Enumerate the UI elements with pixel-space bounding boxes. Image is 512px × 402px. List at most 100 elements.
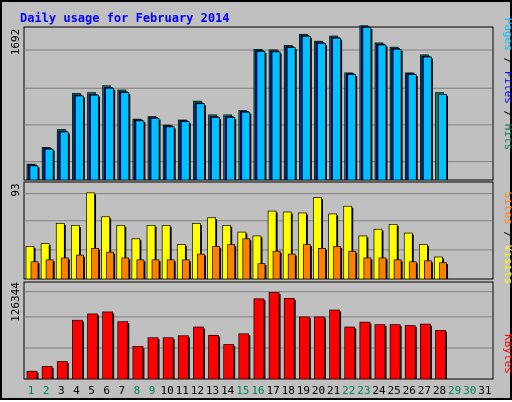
y-tick-visits: 93 [9, 183, 22, 196]
bar-sites-day-18 [287, 253, 296, 280]
x-tick-day-27: 27 [418, 384, 431, 397]
bar-kbytes-day-20 [314, 316, 325, 380]
bar-sites-day-6 [106, 251, 115, 280]
x-tick-day-2: 2 [43, 384, 50, 397]
bar-sites-day-10 [166, 259, 175, 280]
bar-kbytes-day-19 [298, 316, 310, 380]
y-label-pages-files-hits-part-1: Pages [502, 18, 512, 51]
bar-pages-day-11 [180, 121, 190, 181]
x-tick-day-23: 23 [357, 384, 370, 397]
bar-pages-day-22 [347, 74, 357, 181]
bar-kbytes-day-12 [193, 326, 204, 380]
bar-visits-day-4 [71, 225, 80, 280]
y-label-sites-visits: Sites / Visits [502, 192, 512, 285]
bar-sites-day-21 [333, 246, 341, 280]
bar-visits-day-9 [146, 225, 156, 280]
y-tick-hits: 1692 [9, 29, 22, 56]
x-tick-day-19: 19 [297, 384, 310, 397]
bar-sites-day-27 [424, 260, 432, 280]
bar-kbytes-day-3 [56, 361, 68, 380]
bar-kbytes-day-28 [435, 330, 446, 380]
bar-kbytes-day-21 [329, 309, 340, 380]
bar-pages-day-24 [377, 44, 387, 181]
bar-visits-day-7 [116, 225, 126, 280]
bar-kbytes-day-27 [420, 323, 431, 380]
bar-visits-day-12 [192, 223, 201, 280]
bar-sites-day-4 [76, 254, 84, 280]
y-label-kbytes: KBytes [502, 334, 512, 374]
bar-pages-day-12 [196, 103, 205, 181]
x-tick-day-8: 8 [134, 384, 141, 397]
bar-sites-day-12 [197, 253, 205, 280]
bar-kbytes-day-14 [223, 344, 235, 380]
bar-pages-day-13 [211, 117, 220, 181]
bar-kbytes-day-2 [41, 366, 53, 380]
bar-kbytes-day-10 [162, 337, 174, 380]
x-tick-day-10: 10 [161, 384, 174, 397]
x-tick-day-18: 18 [282, 384, 295, 397]
y-label-sites-visits-part-1: Sites [502, 192, 512, 225]
bar-kbytes-day-16 [253, 298, 265, 380]
x-tick-day-22: 22 [342, 384, 355, 397]
bar-kbytes-day-7 [117, 321, 129, 380]
bar-visits-day-26 [403, 232, 413, 280]
bar-sites-day-7 [121, 257, 130, 280]
bar-kbytes-day-24 [374, 324, 386, 380]
bar-sites-day-5 [91, 248, 99, 280]
x-tick-day-28: 28 [433, 384, 446, 397]
bar-visits-day-23 [358, 235, 368, 280]
bar-sites-day-9 [151, 259, 160, 280]
x-tick-day-13: 13 [206, 384, 219, 397]
bar-kbytes-day-4 [72, 319, 83, 380]
bar-kbytes-day-6 [102, 311, 114, 380]
bar-sites-day-8 [136, 259, 145, 280]
y-label-kbytes-part-1: KBytes [502, 334, 512, 374]
bar-sites-day-15 [242, 238, 251, 280]
bar-sites-day-16 [257, 263, 266, 280]
x-tick-day-31: 31 [478, 384, 491, 397]
y-label-pages-files-hits-part-3: Hits [502, 124, 512, 151]
bar-sites-day-13 [212, 246, 220, 280]
bar-sites-day-26 [408, 261, 417, 280]
bar-pages-day-26 [407, 74, 417, 181]
x-tick-day-9: 9 [149, 384, 156, 397]
bar-pages-day-18 [286, 47, 296, 181]
y-label-pages-files-hits: Pages / Files / Hits [502, 18, 512, 151]
bar-sites-day-11 [181, 259, 190, 280]
bar-pages-day-14 [226, 117, 236, 181]
x-tick-day-20: 20 [312, 384, 325, 397]
bar-pages-day-7 [120, 92, 130, 181]
x-tick-day-5: 5 [88, 384, 95, 397]
bar-kbytes-day-18 [283, 298, 295, 380]
bar-visits-day-25 [388, 224, 398, 280]
x-tick-day-14: 14 [221, 384, 235, 397]
x-tick-day-17: 17 [266, 384, 279, 397]
bar-sites-day-14 [227, 244, 236, 280]
bar-pages-day-1 [29, 165, 39, 181]
bar-kbytes-day-23 [359, 321, 371, 380]
x-tick-day-26: 26 [403, 384, 416, 397]
bar-visits-day-24 [373, 228, 383, 280]
bar-pages-day-17 [271, 51, 281, 181]
bar-pages-day-10 [165, 126, 175, 181]
bar-kbytes-day-1 [26, 370, 38, 380]
bar-visits-day-16 [252, 235, 262, 280]
bar-visits-day-5 [86, 192, 95, 280]
x-tick-day-3: 3 [58, 384, 65, 397]
bar-sites-day-1 [30, 261, 39, 280]
bar-pages-day-20 [317, 42, 326, 181]
bar-sites-day-19 [302, 244, 311, 280]
x-tick-day-24: 24 [372, 384, 386, 397]
x-tick-day-1: 1 [28, 384, 35, 397]
bar-kbytes-day-9 [147, 337, 159, 380]
bar-visits-day-10 [161, 225, 171, 280]
bar-pages-day-19 [301, 36, 311, 181]
bar-pages-day-5 [90, 94, 99, 181]
bar-pages-day-23 [362, 27, 372, 181]
bar-visits-day-8 [131, 238, 141, 280]
bar-kbytes-day-26 [404, 325, 416, 380]
bar-sites-day-22 [348, 250, 357, 280]
bar-visits-day-18 [282, 211, 292, 280]
